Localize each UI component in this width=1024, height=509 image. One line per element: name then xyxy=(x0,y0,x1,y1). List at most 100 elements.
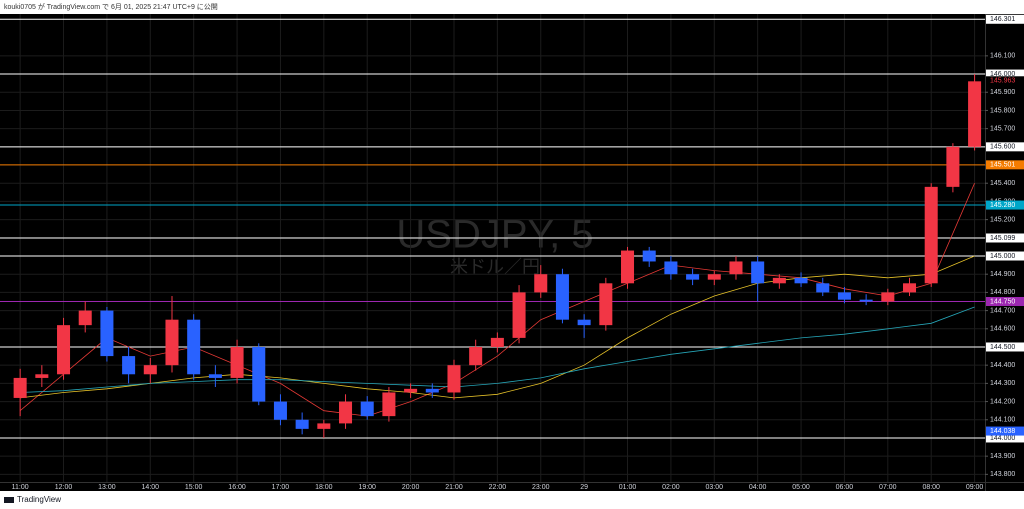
price-label-box xyxy=(986,233,1024,243)
y-tick-label: 145.200 xyxy=(990,216,1015,223)
y-tick-label: 144.700 xyxy=(990,307,1015,314)
price-label-box xyxy=(986,342,1024,352)
y-tick-label: 145.700 xyxy=(990,125,1015,132)
x-tick-label: 13:00 xyxy=(98,484,116,491)
y-tick-label: 145.400 xyxy=(990,180,1015,187)
x-tick-label: 02:00 xyxy=(662,484,680,491)
x-tick-label: 03:00 xyxy=(706,484,724,491)
candle-body xyxy=(621,250,635,284)
candle-body xyxy=(924,186,938,284)
candle-body xyxy=(230,346,244,378)
price-label: 144.750 xyxy=(990,298,1015,305)
price-label-box xyxy=(986,76,1024,86)
candle-body xyxy=(295,419,309,429)
candle-body xyxy=(360,401,374,417)
y-tick-label: 144.300 xyxy=(990,380,1015,387)
candle-body xyxy=(686,274,700,280)
price-label-box xyxy=(986,14,1024,24)
x-tick-label: 12:00 xyxy=(55,484,73,491)
candle-body xyxy=(447,365,461,393)
x-tick-label: 08:00 xyxy=(922,484,940,491)
candle-body xyxy=(165,319,179,366)
candle-body xyxy=(57,325,71,375)
candle-body xyxy=(143,365,157,375)
footer-brand: TradingView xyxy=(17,495,61,504)
candle-body xyxy=(78,310,92,326)
candle-body xyxy=(903,283,917,293)
x-tick-label: 17:00 xyxy=(272,484,290,491)
candle-body xyxy=(729,261,743,275)
moving-average-line xyxy=(19,183,975,417)
price-label-box xyxy=(986,426,1024,436)
candle-body xyxy=(642,250,656,262)
x-tick-label: 22:00 xyxy=(489,484,507,491)
candle-body xyxy=(794,277,808,284)
candle-body xyxy=(469,346,483,366)
candle-body xyxy=(946,146,960,187)
price-label: 145.000 xyxy=(990,253,1015,260)
candle-body xyxy=(35,374,49,378)
price-label: 144.038 xyxy=(990,428,1015,435)
y-tick-label: 144.600 xyxy=(990,326,1015,333)
x-tick-label: 05:00 xyxy=(792,484,810,491)
y-tick-label: 144.400 xyxy=(990,362,1015,369)
x-tick-label: 09:00 xyxy=(966,484,984,491)
header-text: kouki0705 が TradingView.com で 6月 01, 202… xyxy=(4,2,218,11)
candle-body xyxy=(122,356,136,375)
watermark-name: 米ドル／円 xyxy=(450,257,540,277)
price-label-box xyxy=(986,69,1024,79)
candle-body xyxy=(100,310,114,357)
y-tick-label: 144.800 xyxy=(990,289,1015,296)
candle-body xyxy=(339,401,353,424)
x-tick-label: 07:00 xyxy=(879,484,897,491)
candle-body xyxy=(751,261,765,284)
x-tick-label: 04:00 xyxy=(749,484,767,491)
candle-body xyxy=(859,299,873,302)
candle-body xyxy=(382,392,396,417)
moving-average-line xyxy=(20,306,975,393)
candle-body xyxy=(252,346,266,402)
candle-body xyxy=(577,319,591,326)
price-label: 145.600 xyxy=(990,144,1015,151)
x-tick-label: 19:00 xyxy=(358,484,376,491)
candle-body xyxy=(599,283,613,326)
candle-body xyxy=(425,388,439,393)
candle-body xyxy=(881,292,895,302)
candle-body xyxy=(404,388,418,393)
candle-body xyxy=(772,277,786,284)
x-tick-label: 01:00 xyxy=(619,484,637,491)
price-label: 144.500 xyxy=(990,344,1015,351)
candle-body xyxy=(534,274,548,293)
price-label: 145.963 xyxy=(990,78,1015,85)
price-label: 145.099 xyxy=(990,235,1015,242)
candle-body xyxy=(837,292,851,300)
y-tick-label: 144.200 xyxy=(990,398,1015,405)
moving-average-line xyxy=(20,255,975,399)
y-tick-label: 146.100 xyxy=(990,53,1015,60)
x-tick-label: 18:00 xyxy=(315,484,333,491)
candle-body xyxy=(664,261,678,275)
x-tick-label: 16:00 xyxy=(228,484,246,491)
x-tick-label: 29 xyxy=(580,484,588,491)
plot-background xyxy=(0,14,1024,491)
y-tick-label: 144.100 xyxy=(990,417,1015,424)
y-tick-label: 144.900 xyxy=(990,271,1015,278)
price-label-box xyxy=(986,433,1024,443)
candle-body xyxy=(512,292,526,338)
y-tick-label: 145.900 xyxy=(990,89,1015,96)
candle-body xyxy=(273,401,287,420)
price-label-box xyxy=(986,296,1024,306)
candle-body xyxy=(968,81,982,147)
y-tick-label: 145.800 xyxy=(990,107,1015,114)
price-label-box xyxy=(986,200,1024,210)
x-tick-label: 21:00 xyxy=(445,484,463,491)
price-label-box xyxy=(986,142,1024,152)
price-label: 144.000 xyxy=(990,435,1015,442)
x-tick-label: 20:00 xyxy=(402,484,420,491)
logo-icon xyxy=(4,497,14,503)
price-label: 145.501 xyxy=(990,162,1015,169)
candle-body xyxy=(13,377,27,398)
price-label: 146.301 xyxy=(990,16,1015,23)
